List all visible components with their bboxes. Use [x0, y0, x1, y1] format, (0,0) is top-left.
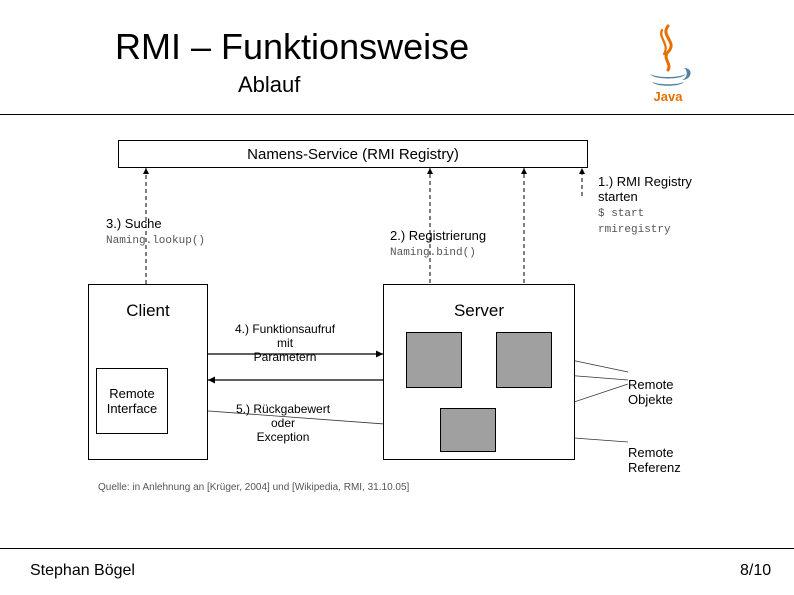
step3-text: 3.) Suche [106, 216, 162, 231]
page-title: RMI – Funktionsweise [115, 26, 469, 68]
remote-object-box [440, 408, 496, 452]
top-divider [0, 114, 794, 115]
step3-label: 3.) Suche Naming.lookup() [106, 216, 205, 247]
bottom-divider [0, 548, 794, 549]
step5-text: 5.) Rückgabewert oder Exception [236, 402, 330, 444]
client-label: Client [89, 301, 207, 321]
remote-objekte-text: Remote Objekte [628, 377, 674, 407]
remote-object-box [496, 332, 552, 388]
remote-interface-label: Remote Interface [107, 386, 158, 416]
remote-objekte-label: Remote Objekte [628, 362, 674, 407]
footer-author: Stephan Bögel [30, 562, 135, 580]
step1-code: $ start rmiregistry [598, 208, 671, 236]
java-logo-icon: Java [638, 24, 698, 104]
remote-interface-box: Remote Interface [96, 368, 168, 434]
server-label: Server [384, 301, 574, 321]
svg-text:Java: Java [654, 89, 684, 104]
rmi-diagram: Namens-Service (RMI Registry) Client Rem… [88, 132, 708, 512]
step4-label: 4.) Funktionsaufruf mit Parametern [235, 308, 335, 364]
step1-text: 1.) RMI Registry starten [598, 174, 692, 204]
step2-code: Naming.bind() [390, 247, 476, 259]
remote-referenz-text: Remote Referenz [628, 445, 681, 475]
step1-label: 1.) RMI Registry starten $ start rmiregi… [598, 174, 708, 236]
step5-label: 5.) Rückgabewert oder Exception [236, 388, 330, 444]
step4-text: 4.) Funktionsaufruf mit Parametern [235, 322, 335, 364]
remote-object-box [406, 332, 462, 388]
step2-label: 2.) Registrierung Naming.bind() [390, 228, 486, 259]
page-subtitle: Ablauf [238, 72, 300, 98]
source-citation: Quelle: in Anlehnung an [Krüger, 2004] u… [98, 482, 409, 493]
remote-referenz-label: Remote Referenz [628, 430, 681, 475]
step3-code: Naming.lookup() [106, 235, 205, 247]
registry-box: Namens-Service (RMI Registry) [118, 140, 588, 168]
step2-text: 2.) Registrierung [390, 228, 486, 243]
footer-page: 8/10 [740, 562, 771, 580]
registry-label: Namens-Service (RMI Registry) [247, 146, 459, 163]
